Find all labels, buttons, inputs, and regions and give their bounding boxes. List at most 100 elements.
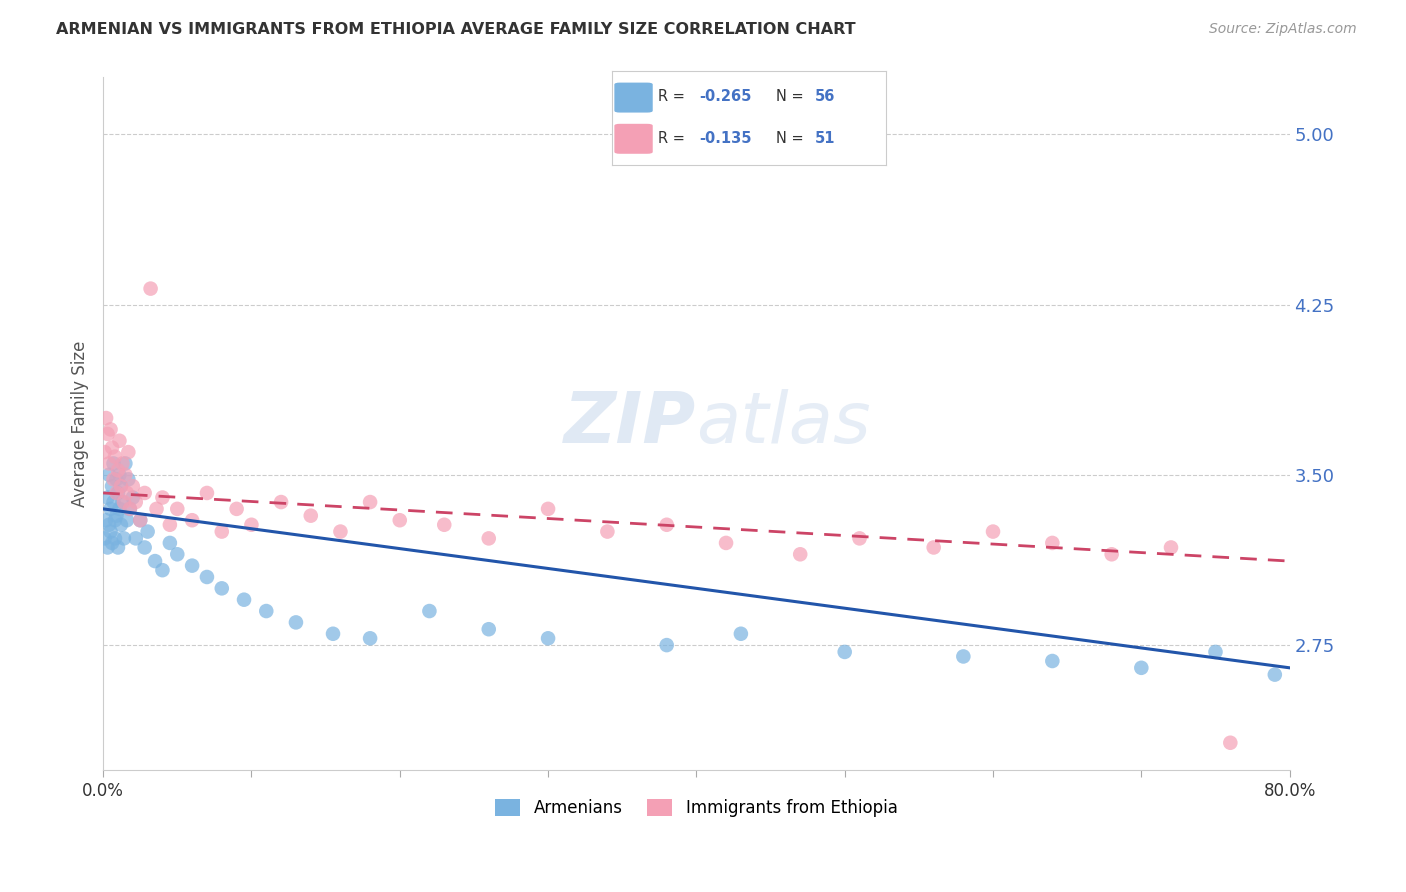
Point	[478, 532, 501, 546]
Point	[596, 524, 619, 539]
Point	[981, 524, 1004, 539]
Point	[108, 467, 131, 482]
Point	[98, 457, 121, 471]
Point	[104, 450, 127, 464]
Y-axis label: Average Family Size: Average Family Size	[72, 341, 89, 507]
Text: -0.135: -0.135	[699, 131, 752, 146]
Text: R =: R =	[658, 131, 690, 146]
Point	[730, 626, 752, 640]
Point	[537, 632, 560, 646]
Text: N =: N =	[776, 131, 808, 146]
Point	[1219, 736, 1241, 750]
Point	[181, 513, 204, 527]
Text: ARMENIAN VS IMMIGRANTS FROM ETHIOPIA AVERAGE FAMILY SIZE CORRELATION CHART: ARMENIAN VS IMMIGRANTS FROM ETHIOPIA AVE…	[56, 22, 856, 37]
Point	[118, 501, 141, 516]
Point	[115, 513, 138, 527]
Point	[114, 467, 136, 482]
Point	[97, 426, 120, 441]
Point	[93, 532, 115, 546]
Point	[848, 532, 870, 546]
Point	[105, 486, 128, 500]
Point	[129, 513, 152, 527]
Point	[101, 441, 124, 455]
Point	[211, 524, 233, 539]
Point	[254, 604, 277, 618]
Point	[834, 645, 856, 659]
Point	[94, 513, 117, 527]
Point	[112, 495, 135, 509]
Point	[322, 626, 344, 640]
Point	[284, 615, 307, 630]
Point	[143, 554, 166, 568]
Point	[655, 638, 678, 652]
Point	[112, 532, 135, 546]
Point	[103, 457, 125, 471]
Point	[433, 517, 456, 532]
Point	[121, 491, 143, 505]
Point	[108, 501, 131, 516]
Point	[789, 547, 811, 561]
Point	[107, 463, 129, 477]
Point	[166, 547, 188, 561]
FancyBboxPatch shape	[614, 124, 652, 153]
Point	[100, 524, 122, 539]
Point	[125, 495, 148, 509]
Point	[98, 467, 121, 482]
Point	[159, 536, 181, 550]
Point	[152, 491, 174, 505]
Point	[118, 501, 141, 516]
Point	[134, 486, 156, 500]
Point	[181, 558, 204, 573]
Point	[1205, 645, 1227, 659]
Point	[129, 513, 152, 527]
Point	[195, 486, 218, 500]
Point	[139, 282, 162, 296]
Point	[108, 434, 131, 448]
Point	[240, 517, 263, 532]
Point	[1160, 541, 1182, 555]
Point	[388, 513, 411, 527]
Point	[115, 486, 138, 500]
Text: R =: R =	[658, 89, 690, 104]
Point	[107, 486, 129, 500]
Point	[233, 592, 256, 607]
Legend: Armenians, Immigrants from Ethiopia: Armenians, Immigrants from Ethiopia	[488, 792, 904, 824]
Point	[117, 472, 139, 486]
Point	[134, 541, 156, 555]
Point	[110, 517, 132, 532]
Point	[107, 541, 129, 555]
Point	[225, 501, 247, 516]
Point	[922, 541, 945, 555]
Point	[98, 517, 121, 532]
Text: -0.265: -0.265	[699, 89, 752, 104]
Point	[114, 457, 136, 471]
Point	[104, 513, 127, 527]
Point	[166, 501, 188, 516]
Point	[145, 501, 167, 516]
Point	[94, 411, 117, 425]
Point	[105, 472, 128, 486]
Point	[359, 632, 381, 646]
Point	[100, 501, 122, 516]
Point	[537, 501, 560, 516]
Point	[714, 536, 737, 550]
Point	[105, 508, 128, 523]
Text: atlas: atlas	[696, 389, 870, 458]
Point	[103, 472, 125, 486]
Point	[1264, 667, 1286, 681]
Point	[121, 479, 143, 493]
Point	[1101, 547, 1123, 561]
Text: ZIP: ZIP	[564, 389, 696, 458]
Point	[125, 532, 148, 546]
Point	[136, 524, 159, 539]
Point	[101, 479, 124, 493]
FancyBboxPatch shape	[614, 83, 652, 112]
Point	[1040, 536, 1063, 550]
Point	[478, 622, 501, 636]
Point	[159, 517, 181, 532]
Point	[103, 495, 125, 509]
Point	[1040, 654, 1063, 668]
Point	[299, 508, 322, 523]
Point	[93, 445, 115, 459]
Point	[111, 495, 134, 509]
